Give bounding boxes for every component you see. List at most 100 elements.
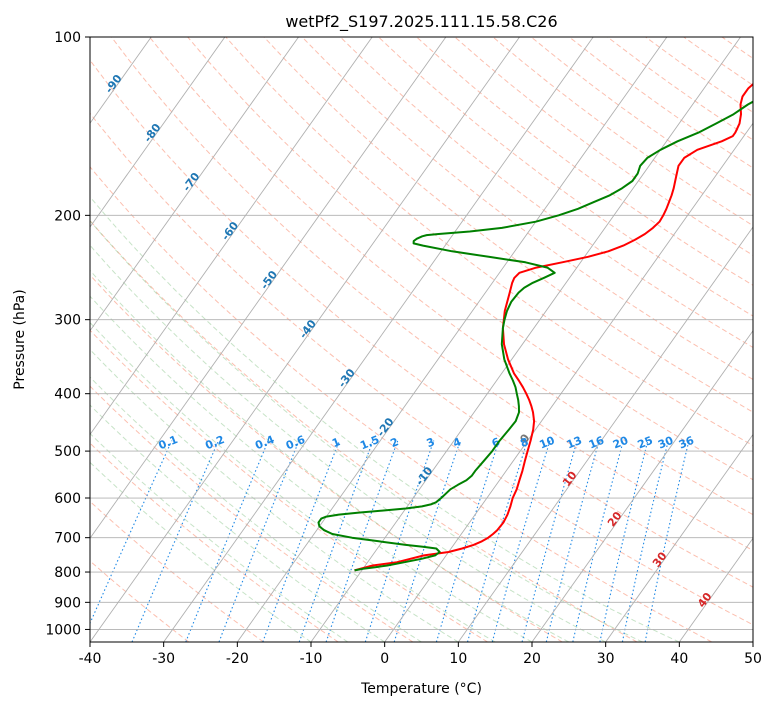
isotherm-line (752, 641, 753, 642)
mixing-ratio-line (644, 440, 690, 642)
isotherm-line (384, 122, 753, 642)
mixing-ratio-label: 20 (611, 434, 630, 452)
isotherm-label: 20 (605, 509, 625, 529)
moist-adiabat (90, 196, 680, 642)
chart-title: wetPf2_S197.2025.111.15.58.C26 (285, 12, 557, 32)
x-tick-label: -30 (152, 651, 175, 667)
isotherm-label: 10 (560, 469, 580, 489)
y-tick-label: 900 (54, 595, 81, 611)
dry-adiabat (90, 59, 753, 588)
dry-adiabat (111, 37, 753, 552)
mixing-ratio-line (491, 440, 551, 642)
y-tick-label: 100 (54, 30, 81, 46)
mixing-ratio-label: 1.5 (358, 433, 381, 452)
mixing-ratio-line (599, 440, 649, 642)
dry-adiabat (149, 37, 753, 516)
dewpoint-line (317, 100, 753, 572)
y-tick-label: 500 (54, 444, 81, 460)
isotherm-line (678, 537, 753, 642)
mixing-ratio-label: 16 (587, 434, 606, 452)
isotherm-label: -60 (219, 219, 242, 243)
mixing-ratio-line (262, 440, 341, 642)
isotherm-line (310, 37, 741, 642)
x-tick-label: 0 (380, 651, 389, 667)
isotherm-line (90, 37, 226, 228)
moist-adiabat (90, 295, 533, 642)
mixing-ratio-label: 0.6 (284, 433, 307, 452)
x-tick-label: 50 (744, 651, 762, 667)
dry-adiabat (416, 37, 753, 286)
profiles (317, 82, 753, 572)
dry-adiabat (90, 219, 638, 642)
isotherm-line (163, 37, 594, 642)
mixing-ratio-label: 36 (677, 434, 696, 452)
mixing-ratio-line (435, 440, 500, 642)
mixing-ratio-line (185, 440, 269, 642)
mixing-ratio-label: 0.2 (203, 433, 226, 452)
dry-adiabat (492, 37, 753, 227)
dry-adiabat (90, 112, 753, 626)
isotherm-label: 30 (650, 549, 670, 569)
dry-adiabat (90, 274, 563, 642)
mixing-ratio-label: 30 (656, 434, 675, 452)
mixing-ratio-line (298, 440, 374, 642)
mixing-ratio-label: 13 (565, 434, 584, 452)
mixing-ratio-line (621, 440, 669, 642)
mixing-ratio-line (90, 440, 173, 625)
dry-adiabat (683, 37, 753, 86)
x-tick-label: -20 (226, 651, 249, 667)
x-tick-label: -40 (79, 651, 102, 667)
mixing-ratio-label: 0.1 (157, 433, 180, 452)
mixing-ratio-label: 8 (518, 435, 530, 450)
mixing-ratio-label: 25 (636, 434, 655, 452)
y-tick-label: 300 (54, 313, 81, 329)
moist-adiabat (90, 432, 349, 642)
isotherm-label: -30 (336, 366, 359, 390)
x-tick-label: 10 (449, 651, 467, 667)
dry-adiabat (90, 166, 712, 642)
plot-frame (89, 36, 754, 643)
mixing-ratio-label: 4 (451, 435, 463, 450)
y-tick-label: 800 (54, 565, 81, 581)
x-tick-label: 20 (523, 651, 541, 667)
dry-adiabat (721, 37, 753, 60)
moist-adiabat (90, 376, 422, 642)
isotherm-label: 40 (695, 590, 715, 610)
isotherm-line (531, 329, 753, 642)
isotherm-line (457, 226, 753, 642)
dry-adiabat (90, 385, 414, 642)
moist-adiabat (90, 219, 643, 642)
mixing-ratio-line (572, 440, 624, 642)
mixing-ratio-label: 1 (330, 435, 342, 450)
isotherm-label: -80 (141, 121, 164, 145)
isotherm-line (90, 37, 299, 332)
y-tick-label: 400 (54, 387, 81, 403)
moist-adiabat (90, 244, 606, 642)
isotherm-line (90, 37, 373, 436)
dry-adiabat (263, 37, 753, 413)
y-tick-label: 200 (54, 208, 81, 224)
y-tick-label: 600 (54, 491, 81, 507)
mixing-ratio-line (131, 440, 220, 642)
moist-adiabat (90, 269, 570, 642)
mixing-ratio-label: 6 (490, 435, 502, 450)
y-tick-label: 700 (54, 531, 81, 547)
x-axis: -40 -30 -20 -10 0 10 20 30 40 50 (79, 642, 762, 667)
dry-adiabat (90, 560, 190, 642)
dry-adiabat (760, 37, 775, 642)
y-tick-label: 1000 (45, 622, 81, 638)
mixing-ratio-label: 0.4 (253, 433, 276, 452)
isotherm-line (90, 37, 520, 642)
x-tick-label: 30 (597, 651, 615, 667)
background-lines (90, 37, 775, 642)
moist-adiabat (90, 321, 496, 642)
y-axis: 100 200 300 400 500 600 700 800 900 1000 (45, 30, 90, 638)
isotherm-label: -40 (297, 317, 320, 341)
isotherm-label: -50 (258, 268, 281, 292)
mixing-ratio-label: 2 (389, 435, 401, 450)
x-axis-title: Temperature (°C) (360, 681, 482, 697)
dry-adiabat (90, 329, 488, 642)
x-tick-label: 40 (670, 651, 688, 667)
dry-adiabat (90, 442, 339, 642)
